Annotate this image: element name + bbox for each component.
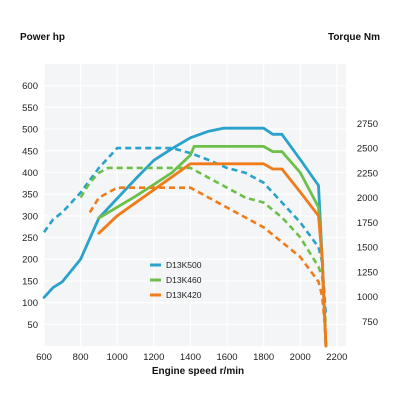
x-tick-label: 2200 [326, 352, 347, 363]
torque-line-d13k500 [42, 146, 328, 317]
y-left-tick-label: 450 [22, 146, 38, 157]
y-left-tick-label: 200 [22, 255, 38, 266]
torque-line-d13k460 [79, 166, 328, 327]
x-tick-label: 1200 [143, 352, 164, 363]
y-left-tick-label: 350 [22, 190, 38, 201]
legend-label-d13k460: D13K460 [166, 275, 202, 285]
power-line-d13k500 [42, 126, 328, 348]
series-layer [42, 126, 328, 348]
axis-layer: 600 800 1000 1200 1400 1600 1800 2000 2200 50 100 1… [22, 81, 378, 363]
grid-layer [43, 64, 346, 346]
y-right-tick-label: 1000 [357, 292, 378, 303]
x-tick-label: 1400 [180, 352, 201, 363]
y-right-tick-label: 1500 [357, 243, 378, 254]
x-tick-label: 800 [73, 352, 89, 363]
y-right-tick-label: 2000 [357, 193, 378, 204]
x-tick-label: 1600 [216, 352, 237, 363]
legend-label-d13k500: D13K500 [166, 260, 202, 270]
y-left-tick-label: 400 [22, 168, 38, 179]
y-left-tick-label: 150 [22, 276, 38, 287]
y-right-tick-label: 750 [362, 317, 378, 328]
y-right-tick-label: 2750 [357, 119, 378, 130]
legend-label-d13k420: D13K420 [166, 290, 202, 300]
power-line-d13k420 [97, 162, 328, 348]
y-right-tick-label: 1750 [357, 218, 378, 229]
y-left-tick-label: 300 [22, 211, 38, 222]
y-right-tick-label: 1250 [357, 267, 378, 278]
x-tick-label: 2000 [290, 352, 311, 363]
x-axis-title: Engine speed r/min [152, 366, 244, 377]
x-tick-label: 1800 [253, 352, 274, 363]
y-left-tick-label: 50 [27, 320, 38, 331]
y-left-tick-label: 250 [22, 233, 38, 244]
y-right-tick-label: 2250 [357, 168, 378, 179]
y-left-tick-label: 500 [22, 125, 38, 136]
power-line-d13k460 [97, 145, 328, 348]
plot-background [44, 64, 346, 346]
left-axis-title: Power hp [20, 32, 65, 43]
y-left-tick-label: 550 [22, 103, 38, 114]
x-tick-label: 1000 [107, 352, 128, 363]
right-axis-title: Torque Nm [328, 32, 380, 43]
torque-line-d13k420 [88, 186, 328, 337]
y-right-tick-label: 2500 [357, 144, 378, 155]
x-tick-label: 600 [36, 352, 52, 363]
legend: D13K500 D13K460 D13K420 [150, 260, 202, 300]
y-left-tick-label: 100 [22, 298, 38, 309]
y-left-tick-label: 600 [22, 81, 38, 92]
